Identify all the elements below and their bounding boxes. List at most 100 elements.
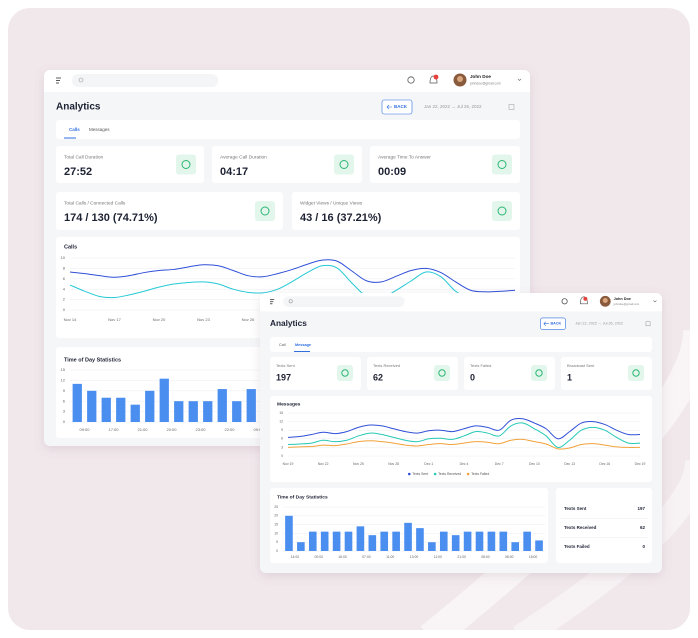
x-tick-label: 23:00	[195, 427, 206, 432]
back-button[interactable]	[381, 99, 413, 115]
x-tick-label: Dec 10	[529, 462, 540, 466]
page-title: Analytics	[56, 102, 101, 113]
search-box[interactable]	[72, 74, 218, 87]
bar	[344, 531, 353, 551]
bar	[332, 531, 341, 551]
bar	[174, 401, 184, 422]
x-tick-label: 11:00	[386, 555, 394, 559]
line-series	[69, 264, 515, 301]
tab[interactable]: Messages	[89, 127, 110, 132]
chart-title: Time of Day Statistics	[277, 494, 328, 500]
stat-value: 62	[373, 372, 383, 382]
stat-icon-glyph	[341, 369, 349, 377]
bar	[523, 531, 531, 551]
bar	[308, 531, 317, 551]
y-tick-label: 2	[63, 297, 66, 302]
stat-icon-glyph	[181, 160, 191, 169]
bar	[285, 515, 293, 551]
x-tick-label: 21:00	[137, 427, 148, 432]
stat-icon	[492, 154, 512, 175]
back-button[interactable]	[540, 317, 566, 330]
x-tick-label: 09:00	[79, 427, 90, 432]
tab[interactable]: Call	[279, 343, 286, 347]
bar	[145, 390, 155, 422]
user-menu-chevron[interactable]	[653, 300, 657, 303]
stat-icon	[334, 154, 354, 175]
stat-value: 43 / 16 (37.21%)	[300, 212, 382, 224]
y-tick-label: 9	[281, 428, 283, 432]
search-button[interactable]	[407, 76, 415, 84]
y-tick-label: 9	[63, 388, 66, 393]
bar	[203, 401, 213, 422]
x-tick-label: 22:00	[224, 427, 235, 432]
bar	[87, 390, 97, 422]
x-tick-label: 14:00	[291, 555, 300, 559]
bar	[297, 542, 305, 551]
x-tick-label: 08:00	[505, 555, 514, 559]
stat-label: Average Time To Answer	[378, 154, 431, 160]
x-tick-label: 07:00	[362, 555, 371, 559]
search-box[interactable]	[283, 296, 405, 308]
tab[interactable]: Message	[295, 343, 311, 347]
stat-value: 1	[567, 372, 572, 382]
tab[interactable]: Calls	[69, 127, 80, 132]
x-tick-label: 09:00	[253, 427, 264, 432]
summary-label: Texts Received	[564, 525, 597, 530]
top-bar-fill	[44, 82, 530, 92]
bar	[188, 401, 198, 422]
x-tick-label: 11:00	[434, 555, 442, 559]
y-tick-label: 6	[63, 276, 66, 281]
stat-value: 04:17	[220, 166, 248, 178]
y-tick-label: 25	[274, 505, 278, 509]
stat-label: Texts Sent	[276, 363, 296, 368]
calendar-icon[interactable]	[508, 104, 515, 110]
summary-label: Texts Failed	[564, 544, 590, 549]
stat-icon-glyph	[339, 160, 349, 169]
x-tick-label: Dec 16	[599, 462, 610, 466]
date-range: Jan 22, 2022 → Jul 26, 2022	[575, 322, 623, 326]
stat-icon-glyph	[260, 206, 270, 216]
stat-icon-glyph	[497, 206, 507, 216]
x-tick-label: 08:00	[481, 555, 490, 559]
bar	[535, 540, 543, 551]
y-tick-label: 15	[61, 367, 66, 372]
stat-value: 174 / 130 (74.71%)	[64, 212, 158, 224]
x-tick-label: 16:00	[338, 555, 347, 559]
back-label: BACK	[394, 104, 408, 109]
x-tick-label: Dec 13	[564, 462, 575, 466]
bell-icon[interactable]	[580, 296, 588, 305]
user-name: John Doe	[470, 74, 491, 79]
stat-icon-glyph	[632, 369, 640, 377]
back-arrow	[386, 104, 392, 110]
stat-icon	[628, 365, 644, 381]
user-menu-chevron[interactable]	[517, 78, 522, 81]
bar	[475, 531, 484, 551]
bar	[217, 389, 227, 422]
bar	[463, 531, 472, 551]
bar	[380, 531, 389, 551]
page-title: Analytics	[270, 318, 307, 328]
y-tick-label: 4	[63, 286, 66, 291]
search-button[interactable]	[561, 298, 568, 305]
card	[56, 120, 520, 139]
notification-badge	[433, 74, 439, 80]
card	[561, 357, 652, 390]
line-series	[287, 422, 641, 448]
bar	[428, 542, 436, 551]
summary-value: 62	[640, 525, 646, 530]
stat-icon-glyph	[497, 160, 507, 169]
calendar-icon[interactable]	[645, 321, 651, 327]
stat-label: Texts Failed	[470, 363, 491, 368]
line-series	[69, 259, 516, 293]
bar	[392, 531, 400, 551]
bar	[356, 526, 365, 551]
legend-swatch	[407, 472, 411, 476]
search-icon	[288, 299, 293, 304]
bar	[72, 383, 82, 422]
x-tick-label: Nov 28	[388, 462, 399, 466]
y-tick-label: 0	[63, 419, 66, 424]
bell-icon[interactable]	[429, 75, 438, 84]
stat-value: 0	[470, 372, 475, 382]
bar	[159, 378, 169, 422]
